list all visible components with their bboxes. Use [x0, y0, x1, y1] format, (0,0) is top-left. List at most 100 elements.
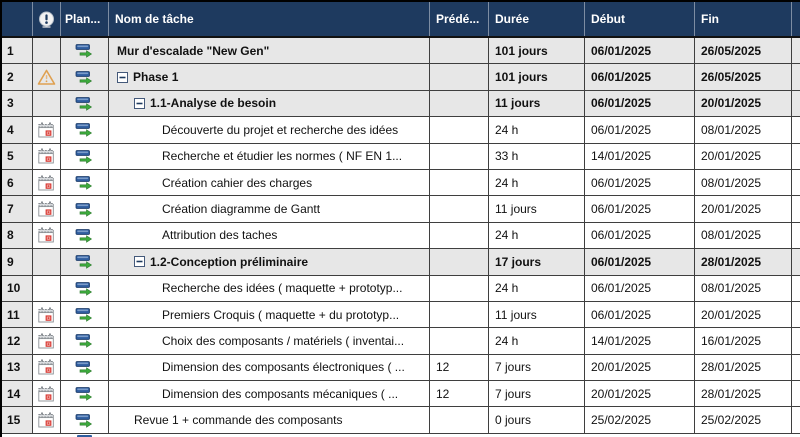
- duration-cell[interactable]: 24 h: [489, 222, 585, 249]
- finish-date-cell[interactable]: 16/01/2025: [695, 328, 792, 354]
- task-name-cell[interactable]: Création diagramme de Gantt: [109, 196, 430, 222]
- duration-cell[interactable]: 33 h: [489, 143, 585, 169]
- duration-cell[interactable]: 7 jours: [489, 381, 585, 407]
- finish-date-cell[interactable]: 08/01/2025: [695, 222, 792, 249]
- row-number-cell[interactable]: 1: [2, 38, 33, 64]
- task-mode-cell[interactable]: [61, 328, 109, 354]
- task-mode-cell[interactable]: [61, 381, 109, 407]
- row-number-cell[interactable]: 2: [2, 64, 33, 90]
- row-number-cell[interactable]: 11: [2, 301, 33, 328]
- predecessor-cell[interactable]: [430, 407, 489, 433]
- row-number-cell[interactable]: 13: [2, 354, 33, 381]
- task-name-cell[interactable]: Dimension des composants électroniques (…: [109, 354, 430, 381]
- task-mode-cell[interactable]: [61, 196, 109, 222]
- predecessor-cell[interactable]: [430, 196, 489, 222]
- row-number-cell[interactable]: 15: [2, 407, 33, 433]
- header-row-number[interactable]: [2, 2, 33, 36]
- task-name-cell[interactable]: Choix des composants / matériels ( inven…: [109, 328, 430, 354]
- start-date-cell[interactable]: 06/01/2025: [585, 196, 695, 222]
- predecessor-cell[interactable]: [430, 275, 489, 301]
- predecessor-cell[interactable]: [430, 90, 489, 117]
- duration-cell[interactable]: 101 jours: [489, 38, 585, 64]
- finish-date-cell[interactable]: 26/05/2025: [695, 38, 792, 64]
- start-date-cell[interactable]: 06/01/2025: [585, 222, 695, 249]
- duration-cell[interactable]: 101 jours: [489, 64, 585, 90]
- task-name-cell[interactable]: 1.2-Conception préliminaire: [109, 249, 430, 275]
- collapse-box-icon[interactable]: [117, 71, 128, 83]
- duration-cell[interactable]: 11 jours: [489, 196, 585, 222]
- finish-date-cell[interactable]: 28/01/2025: [695, 354, 792, 381]
- task-mode-cell[interactable]: [61, 275, 109, 301]
- header-task-name[interactable]: Nom de tâche: [109, 2, 430, 36]
- header-start-date[interactable]: Début: [585, 2, 695, 36]
- header-predecessors[interactable]: Prédé...: [430, 2, 489, 36]
- start-date-cell[interactable]: 06/01/2025: [585, 64, 695, 90]
- start-date-cell[interactable]: 06/01/2025: [585, 275, 695, 301]
- finish-date-cell[interactable]: 20/01/2025: [695, 301, 792, 328]
- task-mode-cell[interactable]: [61, 117, 109, 143]
- predecessor-cell[interactable]: 12: [430, 354, 489, 381]
- predecessor-cell[interactable]: [430, 328, 489, 354]
- duration-cell[interactable]: 24 h: [489, 275, 585, 301]
- finish-date-cell[interactable]: 08/01/2025: [695, 117, 792, 143]
- header-finish-date[interactable]: Fin: [695, 2, 792, 36]
- finish-date-cell[interactable]: 20/01/2025: [695, 143, 792, 169]
- row-number-cell[interactable]: 8: [2, 222, 33, 249]
- start-date-cell[interactable]: 14/01/2025: [585, 328, 695, 354]
- task-name-cell[interactable]: Mur d'escalade "New Gen": [109, 38, 430, 64]
- task-name-cell[interactable]: Attribution des taches: [109, 222, 430, 249]
- predecessor-cell[interactable]: [430, 38, 489, 64]
- finish-date-cell[interactable]: 25/02/2025: [695, 407, 792, 433]
- start-date-cell[interactable]: 06/01/2025: [585, 249, 695, 275]
- row-number-cell[interactable]: 7: [2, 196, 33, 222]
- header-indicators[interactable]: [33, 2, 61, 36]
- predecessor-cell[interactable]: [430, 169, 489, 196]
- row-number-cell[interactable]: 6: [2, 169, 33, 196]
- task-mode-cell[interactable]: [61, 222, 109, 249]
- header-duration[interactable]: Durée: [489, 2, 585, 36]
- duration-cell[interactable]: 11 jours: [489, 301, 585, 328]
- predecessor-cell[interactable]: [430, 249, 489, 275]
- task-name-cell[interactable]: Premiers Croquis ( maquette + du prototy…: [109, 301, 430, 328]
- start-date-cell[interactable]: 06/01/2025: [585, 90, 695, 117]
- finish-date-cell[interactable]: 28/01/2025: [695, 381, 792, 407]
- task-name-cell[interactable]: Recherche des idées ( maquette + prototy…: [109, 275, 430, 301]
- start-date-cell[interactable]: 06/01/2025: [585, 38, 695, 64]
- predecessor-cell[interactable]: [430, 117, 489, 143]
- start-date-cell[interactable]: 25/02/2025: [585, 407, 695, 433]
- duration-cell[interactable]: 24 h: [489, 117, 585, 143]
- predecessor-cell[interactable]: [430, 301, 489, 328]
- task-mode-cell[interactable]: [61, 169, 109, 196]
- start-date-cell[interactable]: 06/01/2025: [585, 117, 695, 143]
- predecessor-cell[interactable]: 12: [430, 381, 489, 407]
- duration-cell[interactable]: 11 jours: [489, 90, 585, 117]
- predecessor-cell[interactable]: [430, 64, 489, 90]
- task-name-cell[interactable]: Découverte du projet et recherche des id…: [109, 117, 430, 143]
- finish-date-cell[interactable]: 20/01/2025: [695, 90, 792, 117]
- task-mode-cell[interactable]: [61, 249, 109, 275]
- duration-cell[interactable]: 0 jours: [489, 407, 585, 433]
- task-mode-cell[interactable]: [61, 354, 109, 381]
- finish-date-cell[interactable]: 08/01/2025: [695, 169, 792, 196]
- finish-date-cell[interactable]: 26/05/2025: [695, 64, 792, 90]
- collapse-box-icon[interactable]: [134, 97, 145, 109]
- start-date-cell[interactable]: 06/01/2025: [585, 169, 695, 196]
- finish-date-cell[interactable]: 08/01/2025: [695, 275, 792, 301]
- finish-date-cell[interactable]: 28/01/2025: [695, 249, 792, 275]
- duration-cell[interactable]: 24 h: [489, 328, 585, 354]
- start-date-cell[interactable]: 20/01/2025: [585, 381, 695, 407]
- row-number-cell[interactable]: 14: [2, 381, 33, 407]
- task-mode-cell[interactable]: [61, 90, 109, 117]
- start-date-cell[interactable]: 06/01/2025: [585, 301, 695, 328]
- task-name-cell[interactable]: Création cahier des charges: [109, 169, 430, 196]
- row-number-cell[interactable]: 3: [2, 90, 33, 117]
- task-name-cell[interactable]: Revue 1 + commande des composants: [109, 407, 430, 433]
- header-plan-mode[interactable]: Plan...: [61, 2, 109, 36]
- duration-cell[interactable]: 7 jours: [489, 354, 585, 381]
- collapse-box-icon[interactable]: [134, 256, 145, 268]
- predecessor-cell[interactable]: [430, 222, 489, 249]
- task-mode-cell[interactable]: [61, 143, 109, 169]
- task-mode-cell[interactable]: [61, 38, 109, 64]
- predecessor-cell[interactable]: [430, 143, 489, 169]
- start-date-cell[interactable]: 14/01/2025: [585, 143, 695, 169]
